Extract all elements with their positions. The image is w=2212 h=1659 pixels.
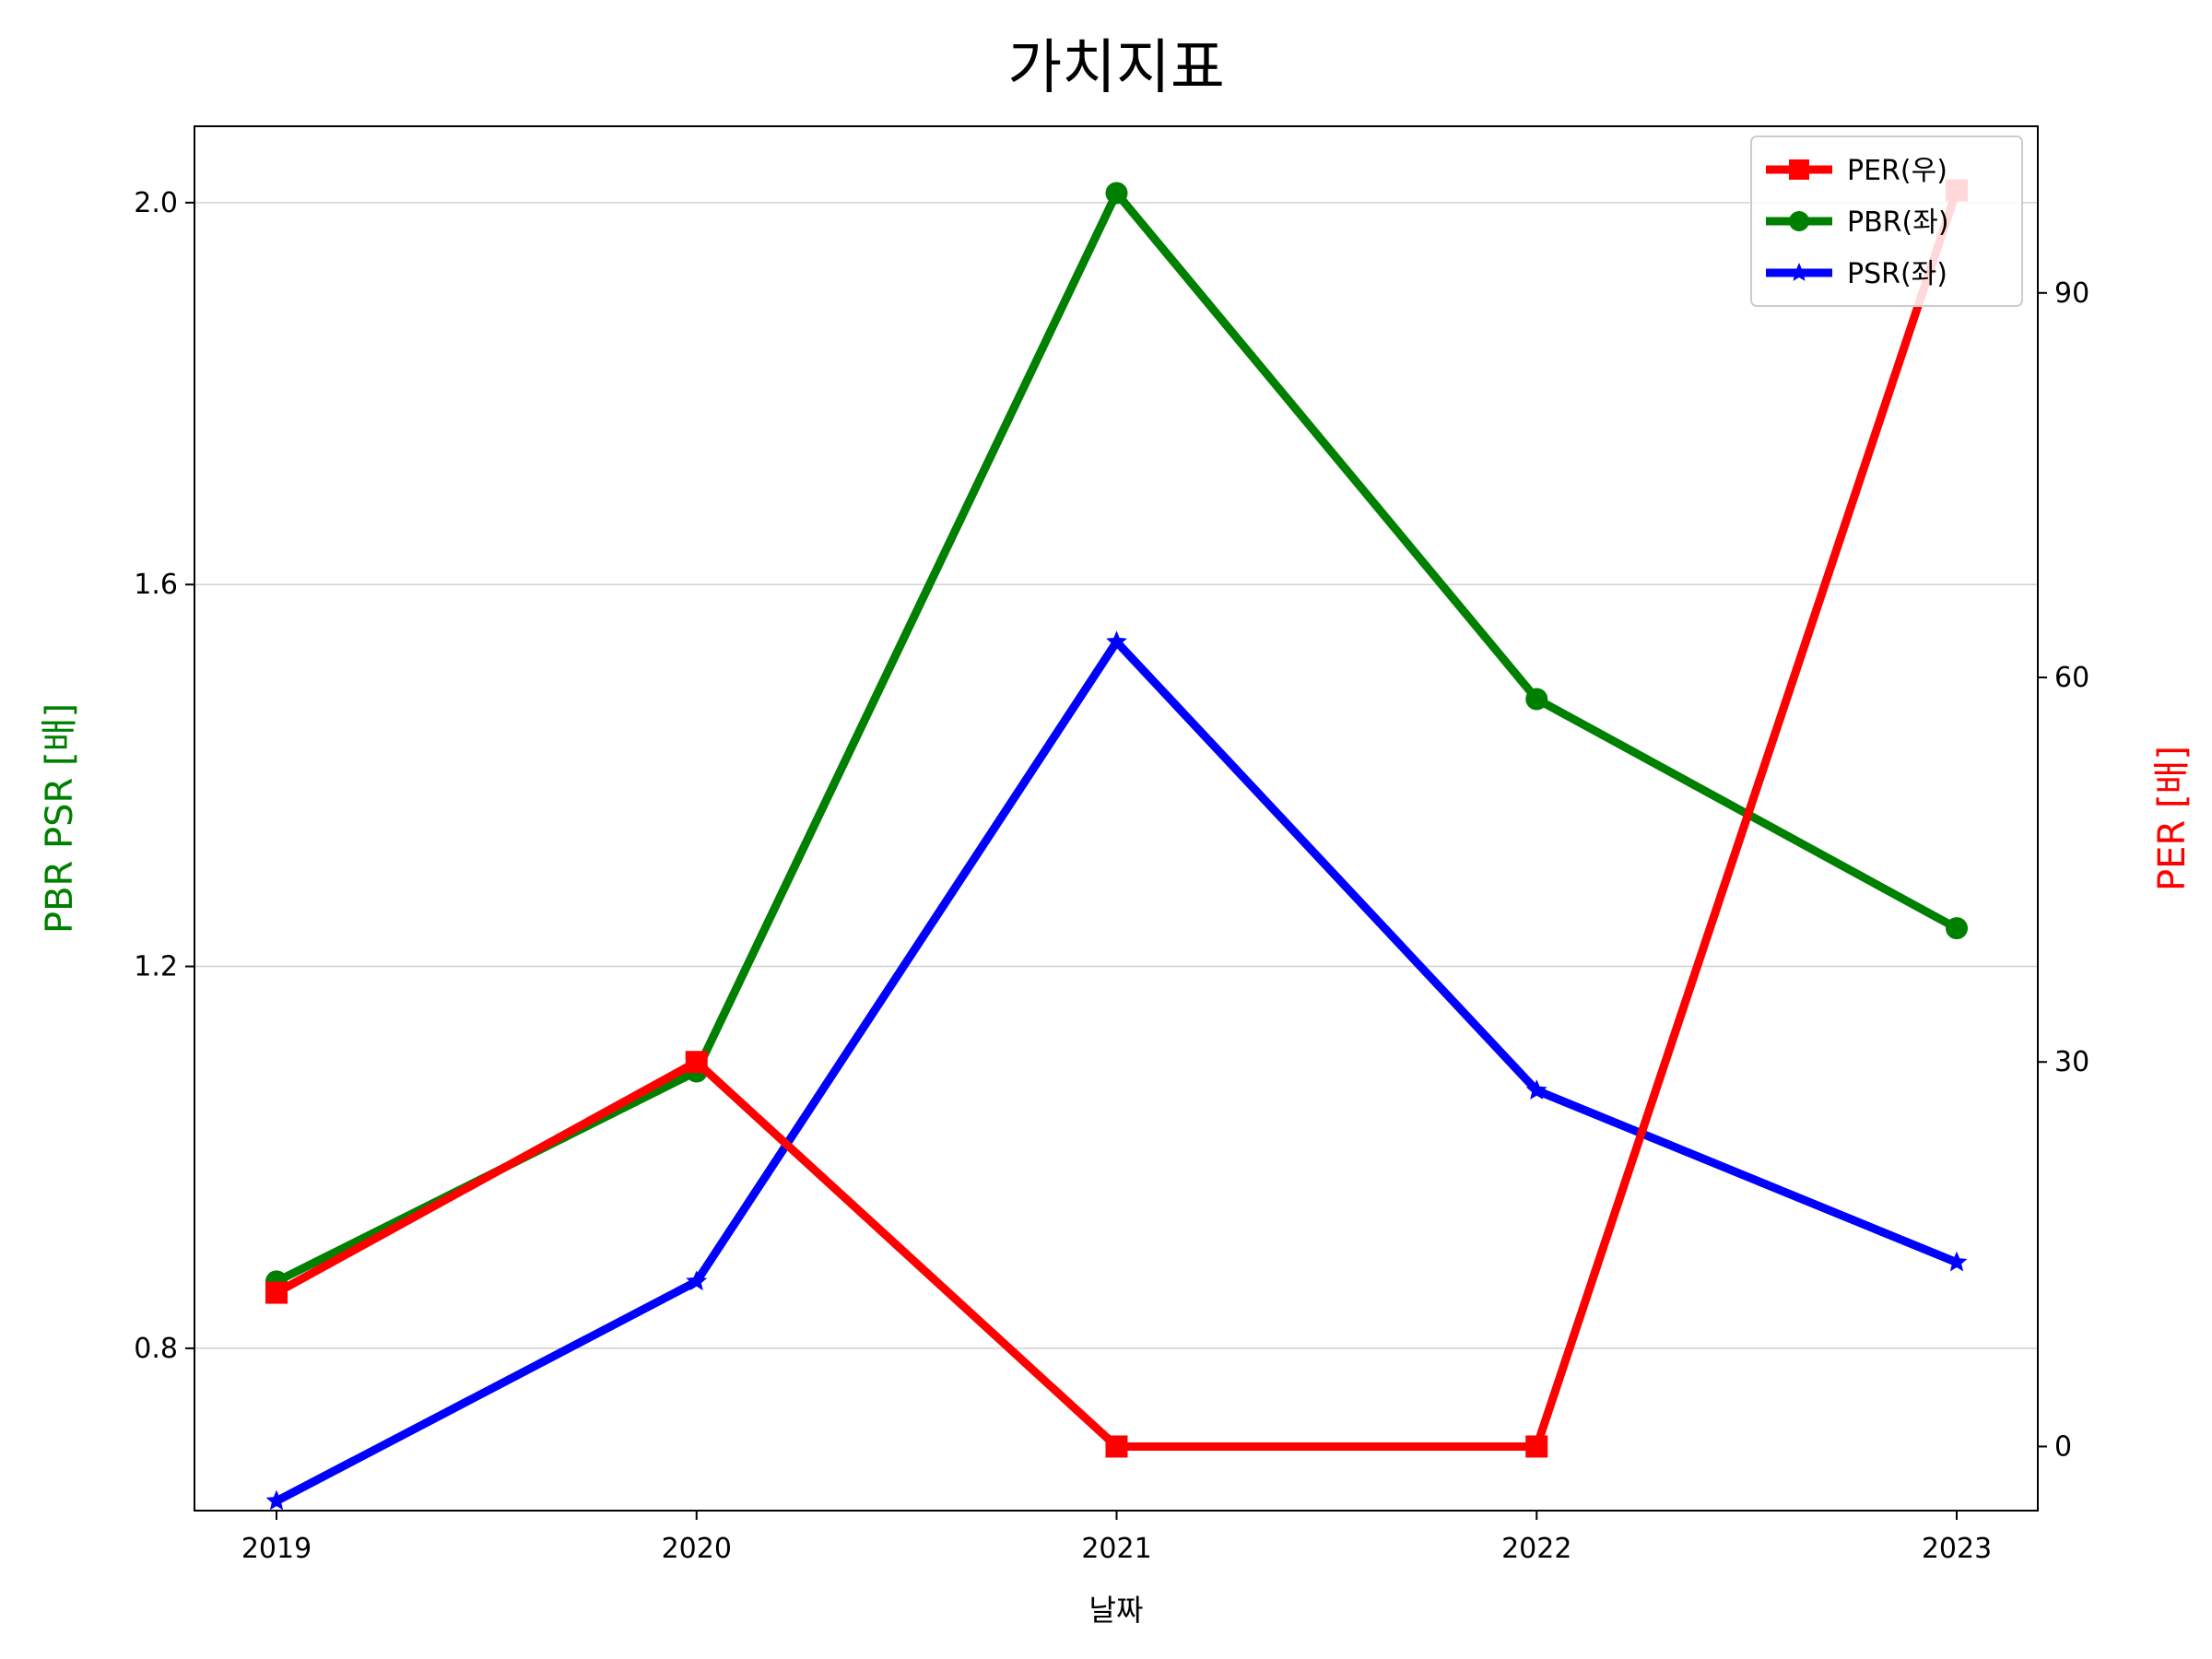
legend-marker-per [1789,159,1809,180]
right-y-tick-label: 60 [2054,662,2089,694]
left-y-tick-label: 0.8 [134,1333,178,1365]
per-point [265,1281,288,1304]
psr-point [265,1489,288,1511]
x-tick-label: 2021 [1081,1533,1151,1565]
series-layer [265,179,1968,1511]
left-y-axis-label: PBR PSR [배] [39,703,81,934]
psr-point [1946,1251,1968,1272]
psr-point [686,1270,708,1291]
pbr-line [272,189,1961,1286]
x-tick-label: 2019 [241,1533,312,1565]
legend-label-psr: PSR(좌) [1847,258,1947,290]
right-y-tick-label: 0 [2054,1430,2072,1463]
pbr-point [1105,182,1128,205]
per-point [685,1051,708,1074]
psr-point [1525,1079,1547,1100]
pbr-series [265,182,1968,1293]
left-y-tick-label: 1.2 [134,951,178,983]
per-point [1525,1435,1548,1458]
axes: 0.8 1.2 1.6 2.0 0 30 60 90 2019 2020 2021 2022 2023 [134,187,2089,1565]
legend-label-pbr: PBR(좌) [1847,206,1949,239]
chart-title: 가치지표 [1007,34,1225,102]
left-y-tick-label: 2.0 [134,187,178,219]
psr-point [1106,630,1127,652]
right-y-tick-label: 90 [2054,277,2089,310]
per-point [1105,1435,1128,1458]
x-tick-label: 2020 [662,1533,732,1565]
left-y-tick-label: 1.6 [134,569,178,601]
x-tick-label: 2022 [1501,1533,1571,1565]
legend-box [1750,135,2023,307]
right-y-tick-label: 30 [2054,1046,2089,1078]
per-series [265,179,1968,1458]
psr-line [272,637,1961,1506]
legend-marker-psr [1789,263,1809,281]
pbr-point [1525,688,1548,711]
legend-label-per: PER(우) [1847,155,1947,187]
right-y-axis-label: PER [배] [2151,746,2194,891]
x-axis-label: 날짜 [1089,1593,1144,1628]
legend: PER(우) PBR(좌) PSR(좌) [1750,135,2023,307]
pbr-point [1946,917,1968,940]
psr-series [265,630,1968,1511]
legend-marker-pbr [1789,211,1809,231]
x-tick-label: 2023 [1922,1533,1992,1565]
per-line [272,186,1961,1451]
